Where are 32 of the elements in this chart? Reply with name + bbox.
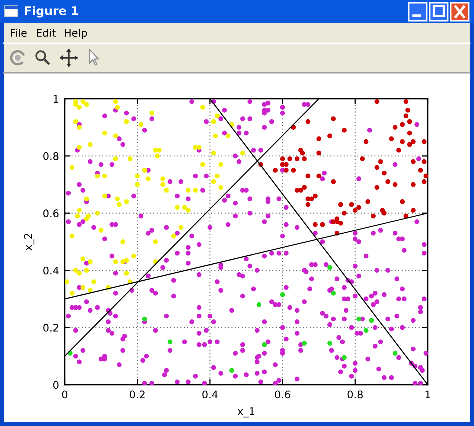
text: Edit <box>37 28 56 38</box>
point <box>142 316 148 322</box>
point <box>328 265 332 270</box>
x-tick-label: 0.6 <box>275 390 290 399</box>
x-tick-label: 0.4 <box>202 390 218 399</box>
text: Help <box>65 28 88 40</box>
x-tick-label: 0 <box>62 390 68 399</box>
x-tick-label: 0.2 <box>130 390 145 399</box>
point <box>328 341 332 346</box>
y-tick-label: 0.2 <box>44 324 58 332</box>
point <box>302 341 307 346</box>
y-tick-label: 0 <box>54 381 59 390</box>
x-axis-title: x_1 <box>238 408 255 418</box>
point <box>331 291 336 296</box>
chart-title: Figure 1 <box>25 6 78 18</box>
point <box>168 340 173 345</box>
point <box>230 368 234 374</box>
point <box>256 302 262 308</box>
point <box>356 316 362 322</box>
point <box>280 292 286 298</box>
y-tick-label: 0.6 <box>44 210 59 218</box>
x-tick-label: 1 <box>426 390 430 398</box>
point <box>262 342 268 348</box>
point <box>364 328 369 334</box>
point <box>392 351 398 356</box>
y-tick-label: 1 <box>54 95 58 103</box>
y-tick-label: 0.4 <box>44 266 59 275</box>
text: File <box>11 28 27 38</box>
y-axis-title: x_2 <box>24 234 35 251</box>
x-tick-label: 0.8 <box>348 390 363 399</box>
point <box>369 318 374 324</box>
y-tick-label: 0.8 <box>44 152 59 160</box>
